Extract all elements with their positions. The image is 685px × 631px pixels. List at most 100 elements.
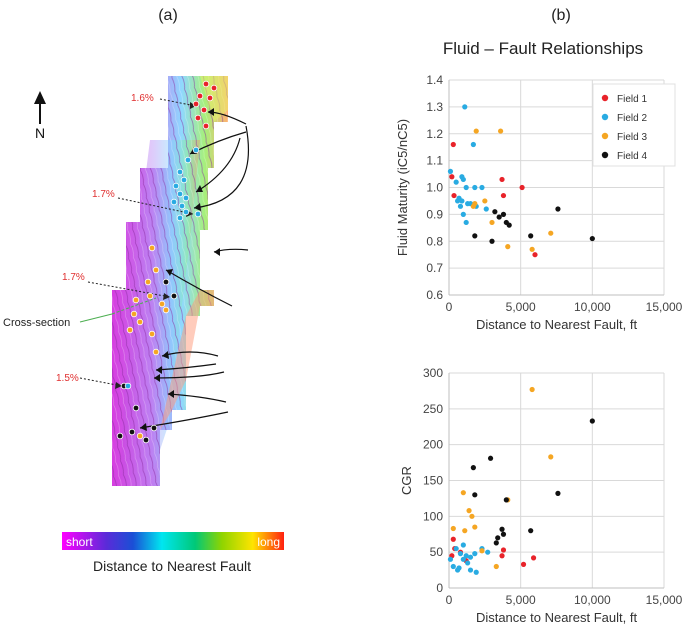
point-field-1 (449, 174, 455, 180)
point-field-4 (500, 211, 507, 217)
point-field-2 (485, 549, 491, 555)
map-well-dot-field3 (144, 278, 152, 286)
map-well-dot-field2 (180, 176, 188, 184)
point-field-2 (467, 554, 474, 560)
map-well-dot-field3 (132, 296, 140, 304)
y-tick-label: 0.7 (426, 261, 443, 275)
cgr-chart: 0 50 100 150 200 250 300 0 5,000 10,000 15,000 Dist… (399, 366, 683, 625)
point-field-3 (460, 490, 466, 496)
point-field-4 (589, 235, 595, 242)
point-field-2 (472, 551, 478, 557)
map-well-dot-field4 (128, 428, 136, 436)
annotation-leader-3 (87, 281, 171, 298)
map-well-dot-field3 (136, 432, 144, 440)
fault-distance-map: N 1.6% 1.7% 1.7% 1.5% Cross-section (3, 76, 284, 574)
x-tick-label: 10,000 (574, 300, 611, 314)
point-field-2 (453, 179, 459, 185)
map-well-dot-field3 (130, 310, 138, 318)
map-well-dot-field4 (150, 424, 158, 432)
map-well-dot-field3 (136, 318, 144, 326)
annotation-leader-4-head (115, 382, 122, 389)
north-label: N (35, 125, 45, 141)
point-field-2 (453, 545, 459, 552)
point-field-2 (455, 567, 461, 573)
legend-label-field-1: Field 1 (617, 94, 647, 105)
y-tick-label: 150 (423, 474, 443, 488)
map-well-dot-field2 (182, 208, 190, 216)
map-well-dot-field2 (178, 202, 186, 210)
y-axis-label: Fluid Maturity (iC5/nC5) (395, 119, 410, 256)
y-tick-label: 1.2 (426, 127, 443, 141)
point-field-1 (450, 141, 456, 148)
x-tick-label: 15,000 (646, 593, 683, 607)
legend-marker-field-3 (601, 132, 609, 140)
point-field-2 (460, 211, 466, 217)
y-tick-label: 1.0 (426, 181, 443, 195)
map-well-dot-field2 (124, 382, 132, 390)
panel-label-a: (a) (158, 7, 178, 24)
point-field-3 (489, 219, 495, 226)
y-tick-label: 0.9 (426, 207, 443, 221)
point-field-2 (447, 556, 454, 562)
map-wells (116, 80, 218, 444)
point-field-3 (548, 230, 554, 236)
point-field-3 (466, 508, 472, 514)
point-field-4 (555, 206, 561, 212)
point-field-1 (499, 553, 505, 559)
map-well-dot-field2 (184, 156, 192, 164)
map-well-dot-field1 (206, 94, 214, 102)
point-field-2 (460, 542, 466, 548)
point-field-1 (499, 176, 505, 183)
point-field-4 (489, 238, 495, 244)
point-field-2 (457, 551, 464, 557)
point-field-3 (450, 525, 456, 532)
map-well-dot-field3 (148, 330, 156, 338)
point-field-4 (472, 233, 478, 239)
point-field-1 (532, 252, 538, 258)
map-annotation-1: 1.6% (131, 93, 154, 104)
y-tick-label: 1.3 (426, 100, 443, 114)
y-tick-label: 0 (436, 581, 443, 595)
point-field-2 (483, 206, 489, 212)
point-field-1 (520, 561, 527, 567)
map-well-dot-field4 (116, 432, 124, 440)
point-field-4 (555, 490, 561, 496)
point-field-3 (472, 524, 478, 530)
map-well-dot-field2 (176, 190, 184, 198)
point-field-4 (528, 233, 534, 239)
point-field-1 (519, 184, 525, 191)
legend-label-field-2: Field 2 (617, 113, 647, 124)
cross-section-label: Cross-section (3, 317, 70, 329)
y-tick-label: 200 (423, 438, 443, 452)
map-well-dot-field3 (146, 292, 154, 300)
colorbar-low-label: short (66, 535, 93, 549)
point-field-2 (479, 184, 485, 191)
fault-arrow-11 (139, 411, 229, 429)
map-well-dot-field1 (194, 114, 202, 122)
point-field-2 (460, 176, 466, 183)
x-axis-label: Distance to Nearest Fault, ft (476, 317, 638, 332)
map-well-dot-field2 (170, 198, 178, 206)
x-tick-label: 5,000 (506, 593, 536, 607)
fault-arrow-3 (195, 137, 241, 193)
x-tick-label: 15,000 (646, 300, 683, 314)
point-field-3 (462, 528, 468, 534)
map-well-dot-field2 (182, 194, 190, 202)
point-field-2 (447, 168, 454, 174)
point-field-1 (450, 536, 456, 542)
point-field-4 (495, 535, 501, 541)
annotation-leader-3-head (163, 293, 170, 300)
y-tick-label: 100 (423, 509, 443, 523)
legend-marker-field-1 (601, 94, 609, 102)
colorbar-high-label: long (257, 535, 280, 549)
map-well-dot-field3 (158, 300, 166, 308)
point-field-1 (451, 192, 457, 199)
colorbar (62, 532, 284, 550)
map-well-dot-field2 (172, 182, 180, 190)
map-well-dot-field4 (132, 404, 140, 412)
point-field-2 (467, 567, 474, 573)
y-tick-label: 1.4 (426, 73, 443, 87)
point-field-4 (500, 531, 507, 537)
map-well-dot-field2 (194, 210, 202, 218)
